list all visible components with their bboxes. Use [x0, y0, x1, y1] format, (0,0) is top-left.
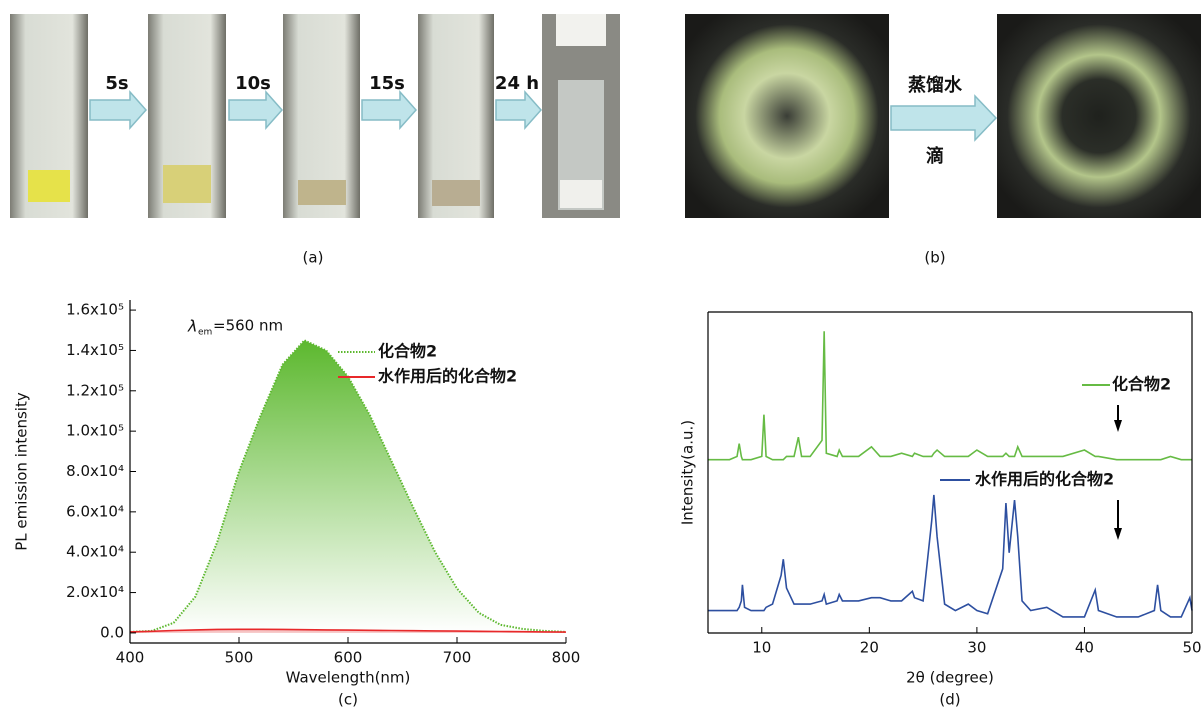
chart-caption: (d): [939, 691, 960, 709]
y-tick-label: 1.2x10⁵: [66, 381, 124, 399]
photo-row-a: 5s 10s 15s 24 h (a): [10, 14, 620, 267]
x-axis-label: 2θ (degree): [906, 669, 994, 687]
photo-detail: [298, 180, 346, 205]
x-tick-label: 40: [1075, 639, 1094, 657]
x-tick-label: 30: [967, 639, 986, 657]
step-label: 15s: [369, 73, 405, 94]
x-tick-label: 20: [860, 639, 879, 657]
y-tick-label: 6.0x10⁴: [66, 502, 124, 520]
step-arrow: [362, 92, 416, 128]
step-arrow: [891, 96, 996, 140]
x-tick-label: 800: [552, 649, 581, 667]
step-label: 10s: [235, 73, 271, 94]
arrow-head: [1114, 420, 1122, 432]
annotation-symbol: λ: [187, 317, 197, 336]
legend-label: 化合物2: [378, 342, 437, 361]
arrow-label: 滴: [926, 145, 944, 167]
photo: [997, 14, 1201, 218]
figure: 5s 10s 15s 24 h (a) 蒸馏水 滴 (b) λ em =560 …: [0, 0, 1203, 715]
x-tick-label: 50: [1182, 639, 1201, 657]
y-tick-label: 1.0x10⁵: [66, 422, 124, 440]
x-tick-label: 500: [225, 649, 254, 667]
photo-detail: [432, 180, 480, 206]
photo: [685, 14, 889, 218]
step-arrow: [496, 92, 541, 128]
step-arrow: [229, 92, 282, 128]
photo-detail: [163, 165, 211, 203]
x-tick-label: 600: [334, 649, 363, 667]
x-tick-label: 700: [443, 649, 472, 667]
y-tick-label: 1.6x10⁵: [66, 301, 124, 319]
photo-detail: [560, 180, 602, 208]
y-axis-label: PL emission intensity: [13, 392, 31, 551]
step-label: 5s: [105, 73, 128, 94]
photo-detail: [556, 14, 606, 46]
x-tick-label: 10: [752, 639, 771, 657]
y-tick-label: 2.0x10⁴: [66, 583, 124, 601]
step-label: 24 h: [495, 73, 539, 94]
panel-caption: (b): [924, 249, 945, 267]
x-axis-label: Wavelength(nm): [286, 669, 411, 687]
series-line: [708, 331, 1192, 459]
legend-label: 水作用后的化合物2: [378, 367, 517, 386]
arrow-label: 蒸馏水: [908, 74, 963, 96]
x-tick-label: 400: [116, 649, 145, 667]
y-tick-label: 4.0x10⁴: [66, 543, 124, 561]
photo-row-b: 蒸馏水 滴 (b): [685, 14, 1201, 267]
legend-label: 化合物2: [1112, 375, 1171, 394]
y-axis-label: Intensity(a.u.): [679, 420, 697, 525]
photo-detail: [28, 170, 70, 202]
annotation: =560 nm: [213, 317, 283, 335]
arrow-head: [1114, 528, 1122, 540]
panel-caption: (a): [303, 249, 324, 267]
step-arrow: [90, 92, 146, 128]
legend-label: 水作用后的化合物2: [975, 470, 1114, 489]
y-tick-label: 0.0: [100, 623, 124, 641]
y-tick-label: 1.4x10⁵: [66, 341, 124, 359]
chart-caption: (c): [338, 691, 358, 709]
y-tick-label: 8.0x10⁴: [66, 462, 124, 480]
annotation-subscript: em: [198, 328, 212, 338]
series-line: [708, 495, 1192, 617]
